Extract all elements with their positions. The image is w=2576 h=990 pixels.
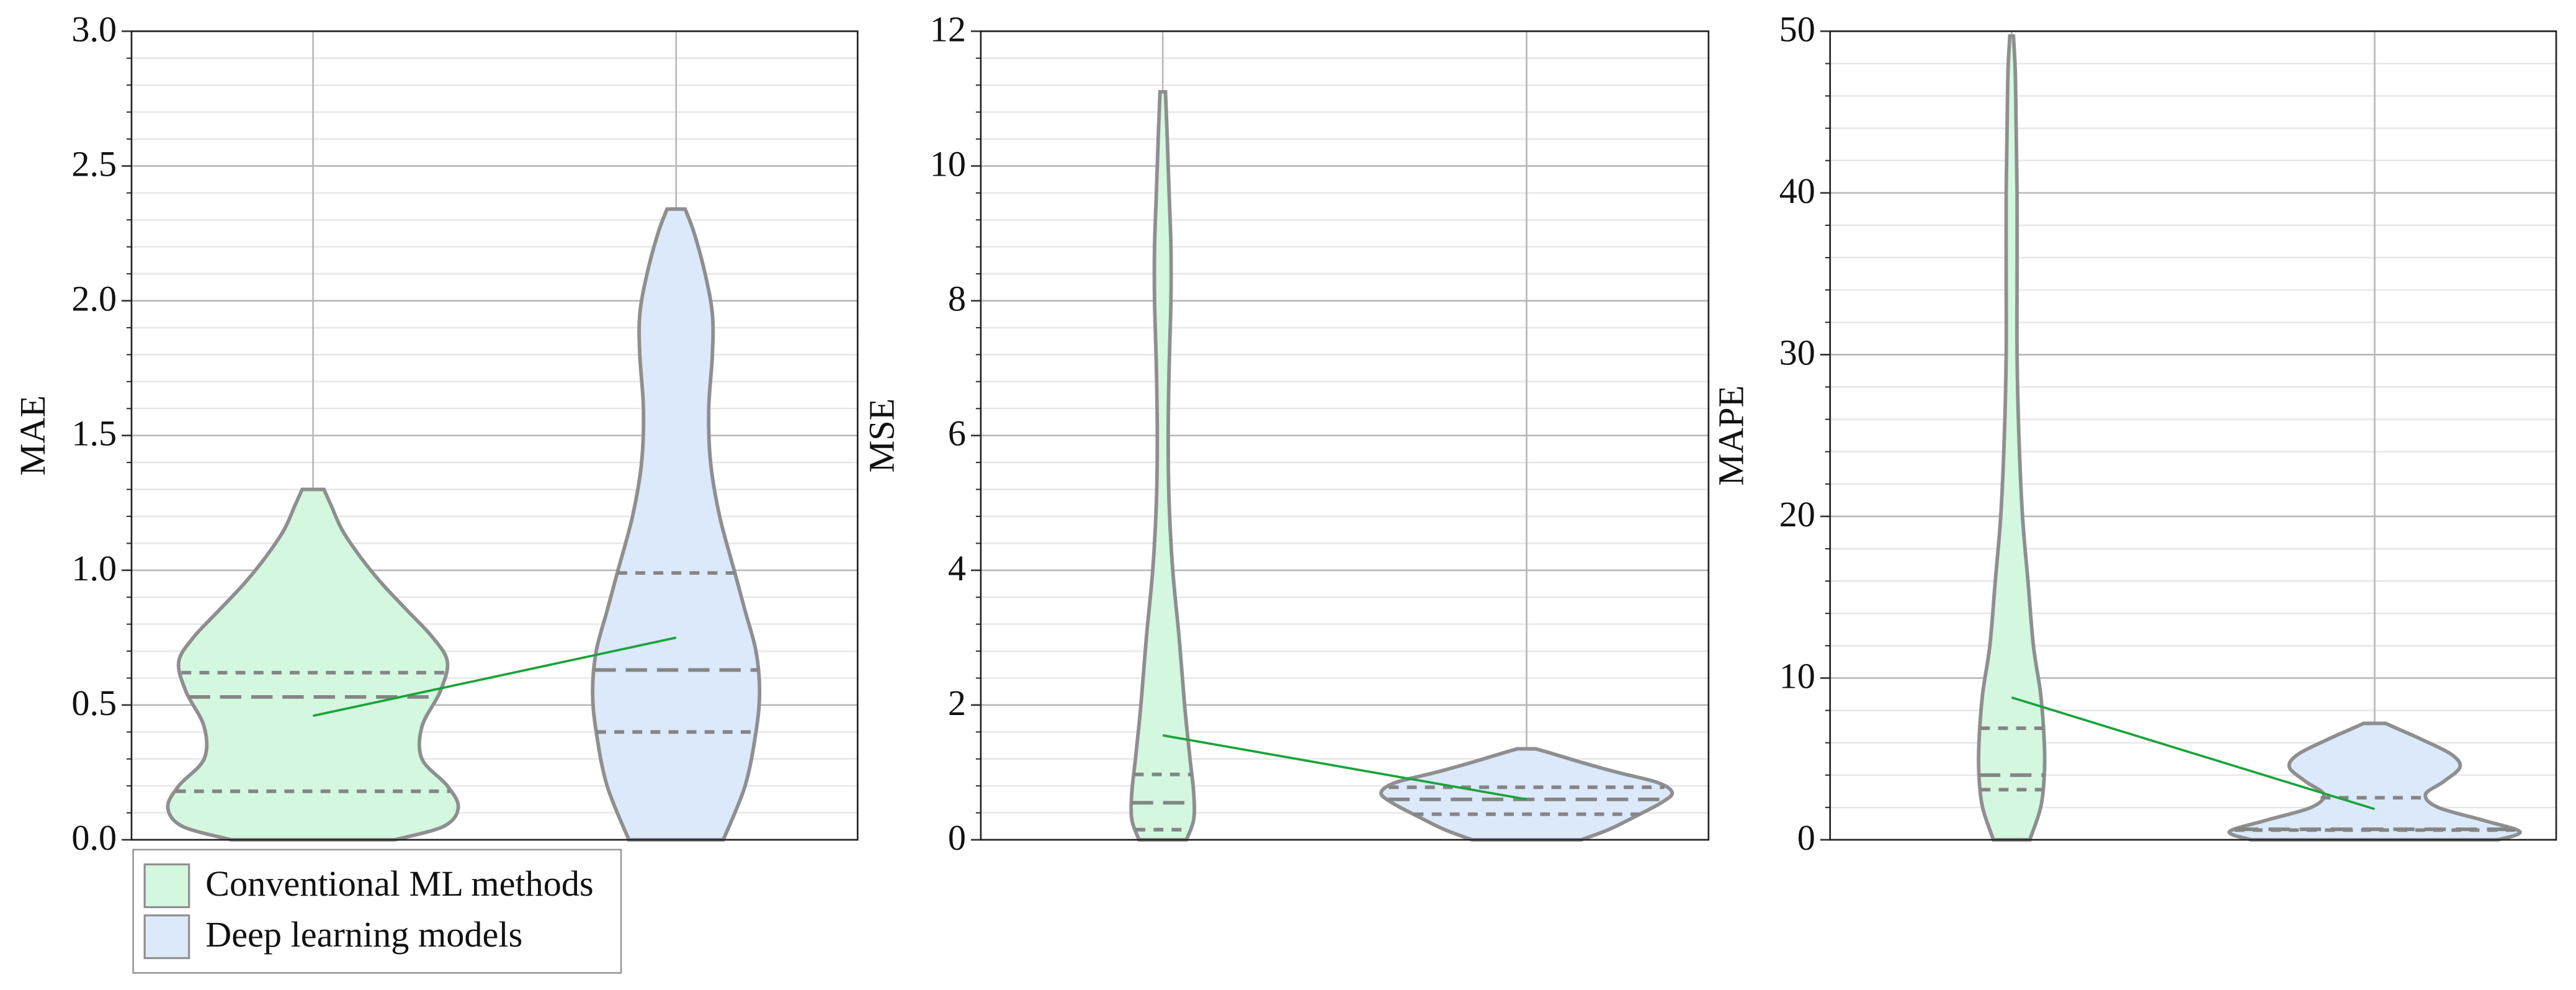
y-tick-label: 0: [948, 817, 966, 858]
y-tick-label: 2: [948, 683, 966, 723]
legend-swatch: [143, 914, 190, 960]
y-tick-label: 0: [1797, 817, 1815, 858]
axes-frame: [130, 30, 859, 841]
mean-line: [2011, 696, 2376, 811]
y-tick-label: 40: [1779, 171, 1815, 211]
y-tick-label: 0.0: [71, 817, 117, 858]
y-tick-label: 1.0: [71, 548, 117, 588]
legend-swatch: [143, 863, 190, 909]
violin: [1977, 34, 2047, 842]
y-tick-label: 3.0: [71, 9, 117, 49]
y-axis-label: MSE: [862, 398, 902, 473]
axes-frame: [980, 30, 1710, 841]
y-tick-label: 1.5: [71, 413, 117, 454]
legend-label: Deep learning models: [205, 914, 522, 955]
y-tick-label: 4: [948, 548, 966, 588]
y-axis-label: MAPE: [1711, 385, 1751, 486]
violin: [591, 207, 762, 842]
y-axis-label: MAE: [12, 395, 53, 475]
violin: [2227, 721, 2522, 842]
y-tick-label: 30: [1779, 332, 1815, 372]
y-tick-label: 12: [930, 9, 966, 49]
legend-box: [132, 848, 622, 974]
y-tick-label: 10: [1779, 655, 1815, 696]
axes-frame: [1829, 30, 2557, 841]
y-tick-label: 50: [1779, 9, 1815, 49]
mean-line: [313, 636, 677, 718]
violin: [1379, 747, 1675, 842]
y-tick-label: 2.0: [71, 279, 117, 319]
legend-label: Conventional ML methods: [205, 863, 594, 904]
y-tick-label: 0.5: [71, 683, 117, 723]
violin: [1129, 90, 1196, 842]
y-tick-label: 6: [948, 413, 966, 454]
y-tick-label: 20: [1779, 494, 1815, 534]
y-tick-label: 10: [930, 143, 966, 184]
y-tick-label: 2.5: [71, 143, 117, 184]
violin: [166, 487, 460, 842]
y-tick-label: 8: [948, 279, 966, 319]
mean-line: [1162, 734, 1527, 801]
